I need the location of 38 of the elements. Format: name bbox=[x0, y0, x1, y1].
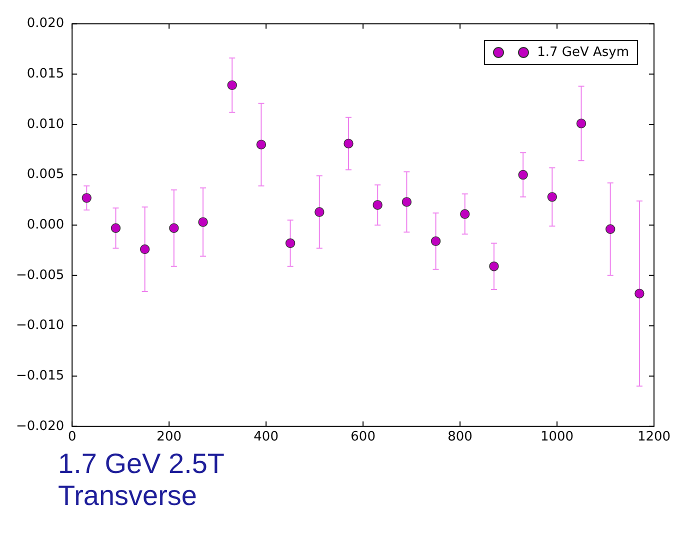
x-tick-label: 0 bbox=[68, 430, 76, 445]
point bbox=[430, 236, 441, 246]
point bbox=[489, 262, 499, 272]
y-tick-label: −0.010 bbox=[16, 318, 64, 334]
x-tick-label: 800 bbox=[448, 430, 472, 445]
y-tick-label: 0.020 bbox=[26, 16, 64, 32]
x-tick-label: 400 bbox=[254, 430, 278, 445]
point bbox=[82, 193, 92, 203]
point bbox=[227, 80, 237, 90]
point bbox=[285, 238, 296, 248]
y-tick-label: 0.010 bbox=[26, 116, 64, 132]
point bbox=[606, 224, 616, 234]
x-tick-label: 1000 bbox=[540, 430, 574, 445]
point bbox=[110, 223, 121, 233]
point bbox=[402, 197, 412, 207]
y-tick-label: 0.000 bbox=[26, 217, 64, 232]
point bbox=[518, 170, 528, 180]
point bbox=[314, 207, 324, 217]
point bbox=[576, 118, 586, 128]
point bbox=[256, 140, 266, 150]
point bbox=[460, 209, 470, 219]
y-tick-label: 0.005 bbox=[26, 167, 64, 182]
point bbox=[344, 138, 354, 148]
legend-label: 1.7 GeV Asym bbox=[537, 45, 629, 60]
point bbox=[634, 288, 644, 298]
text: 1.7 GeV 2.5T Transverse bbox=[58, 448, 226, 512]
y-tick-label: −0.015 bbox=[16, 368, 64, 384]
x-tick-label: 200 bbox=[156, 430, 182, 445]
x-tick-label: 1200 bbox=[637, 430, 671, 445]
point bbox=[169, 223, 179, 233]
point bbox=[140, 244, 150, 254]
point bbox=[198, 217, 208, 227]
point bbox=[372, 200, 382, 210]
x-tick-label: 600 bbox=[350, 430, 376, 445]
y-tick-label: 0.015 bbox=[26, 66, 64, 82]
point bbox=[547, 192, 558, 202]
y-tick-label: −0.020 bbox=[16, 418, 64, 434]
y-tick-label: −0.005 bbox=[16, 268, 64, 283]
